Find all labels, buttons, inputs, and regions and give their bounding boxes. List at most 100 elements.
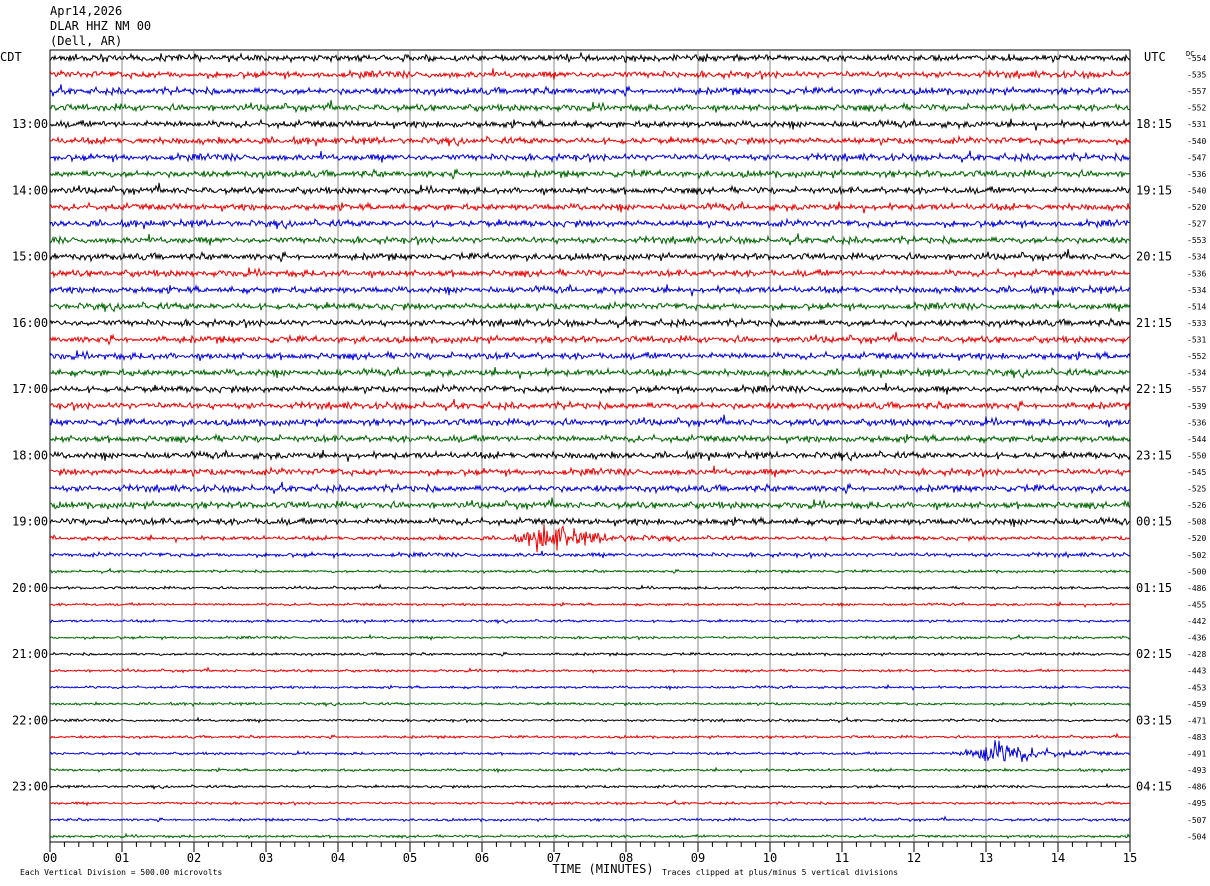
- trace-line: [49, 248, 1131, 263]
- x-tick-label: 13: [979, 851, 993, 865]
- cdt-hour-label: 19:00: [12, 515, 48, 529]
- dc-offset-label: -493: [1187, 766, 1206, 775]
- trace-line: [49, 515, 1131, 528]
- dc-offset-label: -552: [1187, 104, 1206, 113]
- x-tick-label: 14: [1051, 851, 1065, 865]
- dc-offset-label: -557: [1187, 385, 1206, 394]
- dc-offset-label: -536: [1187, 418, 1206, 427]
- trace-line: [49, 283, 1131, 297]
- dc-offset-label: -553: [1187, 236, 1206, 245]
- trace-line: [49, 740, 1131, 763]
- x-tick-label: 05: [403, 851, 417, 865]
- dc-offset-label: -428: [1187, 650, 1206, 659]
- cdt-hour-label: 20:00: [12, 581, 48, 595]
- cdt-hour-label: 14:00: [12, 183, 48, 197]
- trace-line: [49, 448, 1131, 462]
- trace-line: [49, 567, 1131, 575]
- trace-line: [49, 68, 1131, 81]
- dc-offset-label: -436: [1187, 634, 1206, 643]
- x-tick-label: 09: [691, 851, 705, 865]
- x-axis-title: TIME (MINUTES): [552, 862, 653, 876]
- dc-offset-label: -502: [1187, 551, 1206, 560]
- cdt-hour-label: 21:00: [12, 647, 48, 661]
- dc-offset-label: -504: [1187, 832, 1206, 841]
- trace-line: [49, 600, 1131, 609]
- cdt-hour-label: 23:00: [12, 780, 48, 794]
- trace-line: [49, 432, 1131, 445]
- dc-offset-label: -442: [1187, 617, 1206, 626]
- x-tick-label: 15: [1123, 851, 1137, 865]
- trace-line: [49, 382, 1131, 395]
- dc-offset-label: -536: [1187, 170, 1206, 179]
- left-timezone-label: CDT: [0, 50, 22, 64]
- trace-line: [49, 701, 1131, 708]
- trace-line: [49, 398, 1131, 412]
- trace-line: [49, 465, 1131, 478]
- dc-offset-label: -495: [1187, 799, 1206, 808]
- cdt-hour-label: 17:00: [12, 382, 48, 396]
- dc-offset-label: -483: [1187, 733, 1206, 742]
- utc-hour-label: 20:15: [1136, 250, 1172, 264]
- location-label: (Dell, AR): [50, 34, 123, 48]
- trace-line: [49, 550, 1131, 560]
- x-tick-label: 07: [547, 851, 561, 865]
- dc-offset-label: -552: [1187, 352, 1206, 361]
- dc-offset-label: -491: [1187, 750, 1206, 759]
- utc-hour-label: 18:15: [1136, 117, 1172, 131]
- utc-hour-label: 04:15: [1136, 780, 1172, 794]
- footer-scale-note: Each Vertical Division = 500.00 microvol…: [20, 868, 222, 877]
- utc-hour-label: 19:15: [1136, 183, 1172, 197]
- trace-line: [49, 716, 1131, 724]
- trace-line: [49, 331, 1131, 346]
- trace-line: [49, 414, 1131, 428]
- x-tick-label: 04: [331, 851, 345, 865]
- utc-hour-label: 02:15: [1136, 647, 1172, 661]
- trace-line: [49, 633, 1131, 641]
- trace-line: [49, 200, 1131, 214]
- station-label: DLAR HHZ NM 00: [50, 19, 152, 33]
- dc-offset-label: -527: [1187, 220, 1206, 229]
- x-tick-label: 01: [115, 851, 129, 865]
- date-label: Apr14,2026: [50, 4, 123, 18]
- trace-line: [49, 51, 1131, 64]
- trace-line: [49, 349, 1131, 362]
- x-tick-label: 03: [259, 851, 273, 865]
- dc-offset-label: -471: [1187, 716, 1206, 725]
- trace-line: [49, 167, 1131, 180]
- trace-line: [49, 182, 1131, 196]
- right-timezone-label: UTC: [1144, 50, 1166, 64]
- trace-line: [49, 300, 1131, 313]
- utc-hour-label: 03:15: [1136, 713, 1172, 727]
- dc-offset-label: -534: [1187, 253, 1206, 262]
- trace-line: [49, 233, 1131, 246]
- cdt-hour-label: 15:00: [12, 250, 48, 264]
- dc-offset-label: -525: [1187, 485, 1206, 494]
- dc-offset-label: -507: [1187, 816, 1206, 825]
- trace-line: [49, 666, 1131, 674]
- trace-line: [49, 481, 1131, 495]
- dc-offset-label: -443: [1187, 667, 1206, 676]
- utc-hour-label: 21:15: [1136, 316, 1172, 330]
- dc-offset-label: -526: [1187, 501, 1206, 510]
- trace-line: [49, 117, 1131, 131]
- cdt-hour-label: 16:00: [12, 316, 48, 330]
- trace-line: [49, 497, 1131, 511]
- dc-offset-label: -535: [1187, 71, 1206, 80]
- dc-offset-label: -486: [1187, 783, 1206, 792]
- plot-frame: [49, 49, 1131, 843]
- dc-offset-label: -533: [1187, 319, 1206, 328]
- utc-hour-label: 01:15: [1136, 581, 1172, 595]
- x-tick-label: 02: [187, 851, 201, 865]
- trace-line: [49, 815, 1131, 823]
- dc-offset-label: -531: [1187, 120, 1206, 129]
- dc-offset-label: -531: [1187, 336, 1206, 345]
- utc-hour-label: 00:15: [1136, 515, 1172, 529]
- cdt-hour-label: 13:00: [12, 117, 48, 131]
- dc-offset-label: -500: [1187, 567, 1206, 576]
- trace-line: [49, 618, 1131, 625]
- dc-offset-label: -540: [1187, 137, 1206, 146]
- dc-offset-label: -545: [1187, 468, 1206, 477]
- dc-offset-label: -536: [1187, 269, 1206, 278]
- dc-offset-label: -534: [1187, 286, 1206, 295]
